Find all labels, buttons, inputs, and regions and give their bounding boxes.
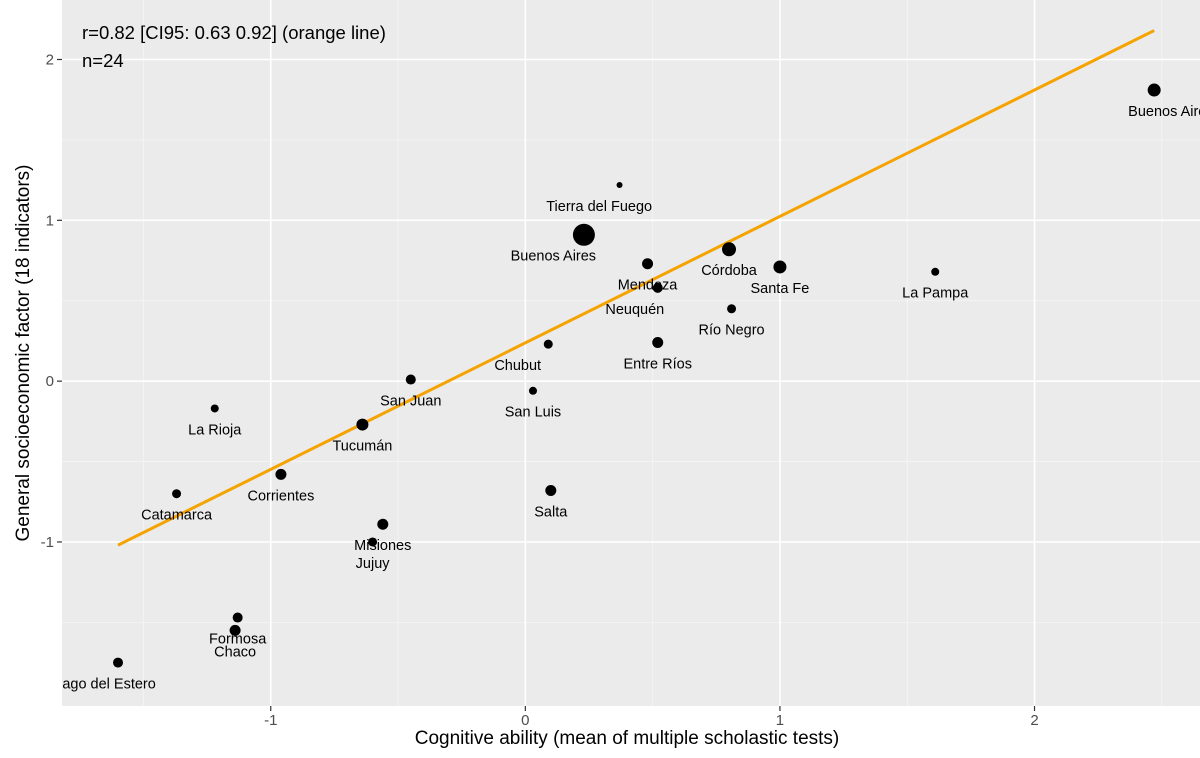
- plot-panel: [62, 0, 1200, 706]
- data-label: Neuquén: [605, 302, 664, 318]
- data-label: Formosa: [209, 631, 267, 647]
- fit-line: [117, 29, 1155, 547]
- data-label: Catamarca: [141, 508, 213, 524]
- data-label: Santiago del Estero: [29, 676, 156, 692]
- data-point: [1147, 83, 1161, 97]
- data-label: San Luis: [505, 405, 561, 421]
- data-label: Mendoza: [618, 278, 679, 294]
- data-label: Jujuy: [356, 556, 391, 572]
- y-tick-label: 0: [46, 373, 54, 390]
- data-point: [368, 537, 378, 547]
- data-point: [722, 242, 737, 257]
- x-tick-label: 0: [521, 712, 529, 729]
- data-label: Río Negro: [699, 323, 765, 339]
- data-label: Tucumán: [332, 438, 392, 454]
- data-point: [543, 339, 553, 349]
- data-label: Córdoba: [701, 263, 758, 279]
- data-point: [113, 657, 124, 668]
- data-label: La Pampa: [902, 286, 969, 302]
- data-point: [652, 282, 663, 293]
- data-point: [229, 624, 241, 636]
- y-tick-label: 2: [46, 52, 54, 69]
- data-label: Chubut: [494, 358, 541, 374]
- data-point: [572, 223, 595, 246]
- data-point: [652, 337, 664, 349]
- data-label: Corrientes: [247, 488, 314, 504]
- data-label: Tierra del Fuego: [546, 199, 652, 215]
- data-point: [616, 181, 623, 188]
- correlation-annotation: r=0.82 [CI95: 0.63 0.92] (orange line): [82, 22, 386, 43]
- y-tick-label: 1: [46, 212, 54, 229]
- data-point: [377, 518, 389, 530]
- data-point: [356, 418, 369, 431]
- x-axis: -1 0 1 2: [264, 706, 1039, 729]
- data-labels: Buenos Aires City ( Tierra del Fuego Bueno…: [29, 104, 1200, 693]
- data-points: [113, 83, 1161, 668]
- data-label: Misiones: [354, 538, 411, 554]
- data-point: [210, 404, 219, 413]
- data-point: [528, 386, 537, 395]
- data-point: [773, 260, 787, 274]
- data-point: [931, 267, 940, 276]
- sample-size-annotation: n=24: [82, 50, 124, 71]
- x-tick-label: 1: [776, 712, 784, 729]
- data-label: San Juan: [380, 393, 441, 409]
- x-axis-title: Cognitive ability (mean of multiple scho…: [415, 728, 840, 749]
- data-point: [727, 304, 737, 314]
- data-label: Entre Ríos: [623, 356, 692, 372]
- data-label: Santa Fe: [751, 281, 810, 297]
- data-point: [172, 489, 182, 499]
- y-tick-label: -1: [41, 534, 54, 551]
- y-axis-title: General socioeconomic factor (18 indicat…: [13, 164, 34, 541]
- x-tick-label: 2: [1030, 712, 1038, 729]
- data-label: La Rioja: [188, 422, 242, 438]
- data-label: Salta: [534, 504, 568, 520]
- data-label: Chaco: [214, 644, 256, 660]
- data-point: [642, 258, 654, 270]
- data-point: [405, 374, 416, 385]
- data-point: [275, 468, 287, 480]
- data-label: Buenos Aires: [511, 249, 596, 265]
- x-tick-label: -1: [264, 712, 277, 729]
- data-point: [545, 485, 557, 497]
- data-label: Buenos Aires City (: [1128, 104, 1200, 120]
- y-axis: -1 0 1 2: [41, 52, 62, 551]
- grid: [62, 0, 1200, 706]
- data-point: [232, 612, 243, 623]
